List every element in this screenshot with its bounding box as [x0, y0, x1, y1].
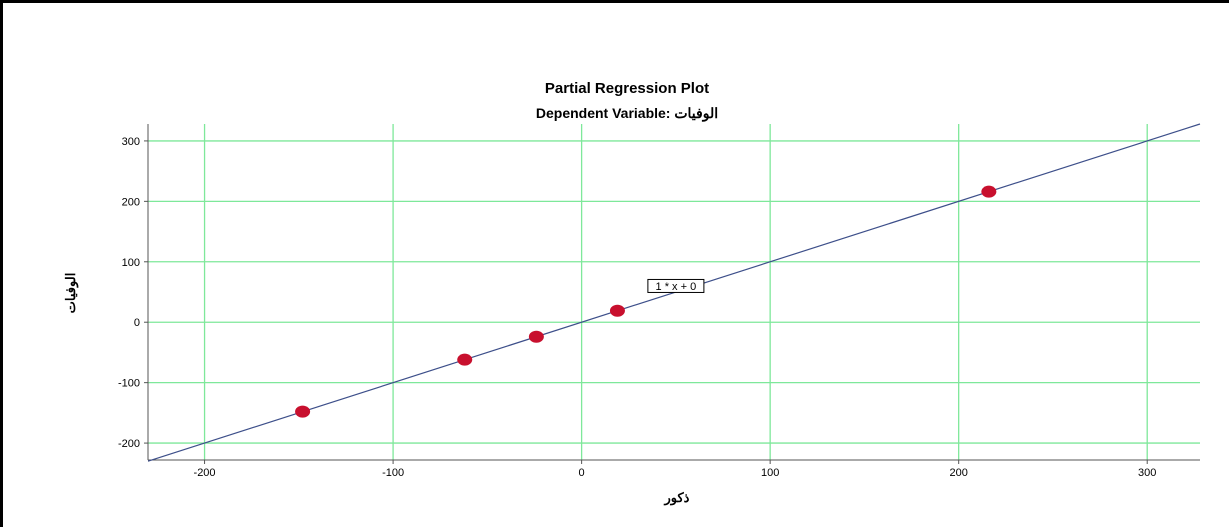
x-axis-label: ذكور — [664, 490, 690, 506]
data-point — [295, 405, 311, 418]
data-point — [609, 304, 625, 317]
data-point — [981, 185, 997, 198]
grid — [148, 124, 1200, 460]
y-tick-label: 300 — [122, 136, 140, 148]
axes: -200 -100 0 100 200 300 -200 -100 0 100 200 300 — [118, 124, 1200, 479]
fit-line-label: 1 * x + 0 — [656, 281, 697, 293]
partial-regression-chart: Partial Regression Plot Dependent Variab… — [63, 80, 1201, 506]
x-tick-label: 100 — [761, 467, 779, 479]
data-point — [528, 330, 544, 343]
fit-line-label-box — [647, 278, 705, 293]
chart-title: Partial Regression Plot — [545, 80, 709, 97]
y-tick-label: 100 — [122, 257, 140, 269]
x-tick-label: 0 — [579, 467, 585, 479]
chart-subtitle: Dependent Variable: الوفيات — [536, 105, 718, 122]
y-axis-label: الوفيات — [63, 273, 79, 314]
x-tick-label: -100 — [382, 467, 404, 479]
x-tick-label: 300 — [1138, 467, 1156, 479]
y-tick-label: -100 — [118, 378, 140, 390]
y-tick-label: 200 — [122, 196, 140, 208]
y-tick-label: 0 — [134, 317, 140, 329]
x-tick-label: -200 — [194, 467, 216, 479]
y-tick-label: -200 — [118, 438, 140, 450]
data-point — [457, 353, 473, 366]
points-layer — [295, 185, 997, 418]
annotation-layer: 1 * x + 0 — [647, 278, 705, 293]
x-tick-label: 200 — [950, 467, 968, 479]
